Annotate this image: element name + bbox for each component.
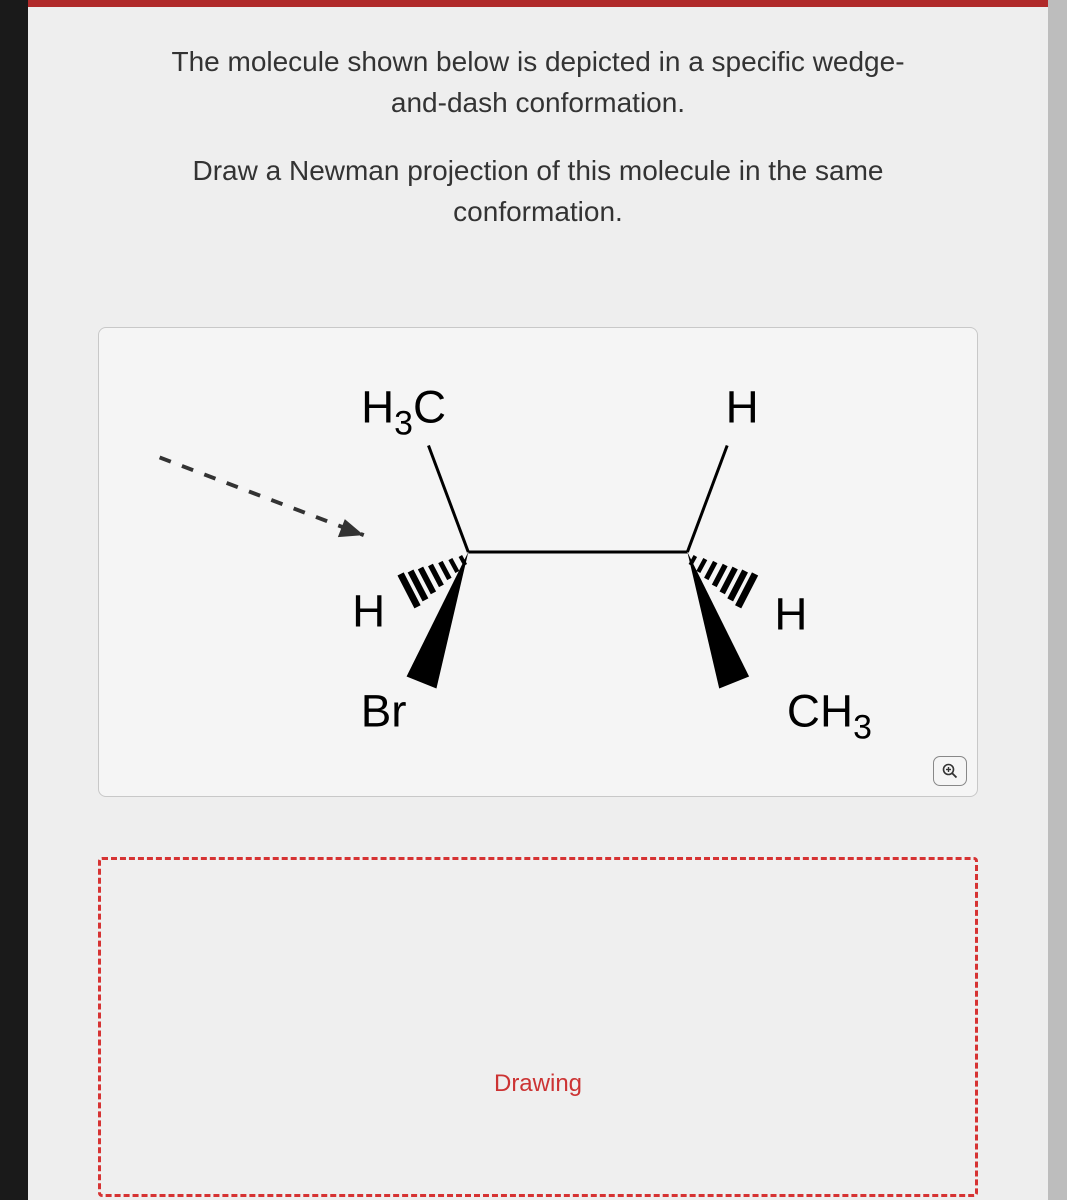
atom-label: H <box>726 382 759 433</box>
prompt-line: Draw a Newman projection of this molecul… <box>193 155 884 186</box>
prompt-line: and-dash conformation. <box>391 87 685 118</box>
prompt-line: The molecule shown below is depicted in … <box>171 46 904 77</box>
atom-label: Br <box>361 685 407 736</box>
atom-label: H3C <box>361 382 446 443</box>
molecule-diagram: H3C H H H Br CH3 <box>99 328 977 796</box>
question-screen: The molecule shown below is depicted in … <box>28 0 1048 1200</box>
zoom-button[interactable] <box>933 756 967 786</box>
bond-plain <box>687 445 727 552</box>
prompt-line: conformation. <box>453 196 623 227</box>
atom-label: H <box>352 586 385 637</box>
bond-plain <box>428 445 468 552</box>
magnifier-icon <box>941 762 959 780</box>
scrollbar-track[interactable] <box>1048 0 1067 1200</box>
view-arrow <box>160 457 364 537</box>
drawing-area[interactable]: Drawing <box>98 857 978 1197</box>
atom-label: CH3 <box>787 685 872 746</box>
molecule-panel: H3C H H H Br CH3 <box>98 327 978 797</box>
drawing-label: Drawing <box>101 1070 975 1098</box>
atom-label: H <box>774 589 807 640</box>
prompt-text: The molecule shown below is depicted in … <box>28 7 1048 242</box>
